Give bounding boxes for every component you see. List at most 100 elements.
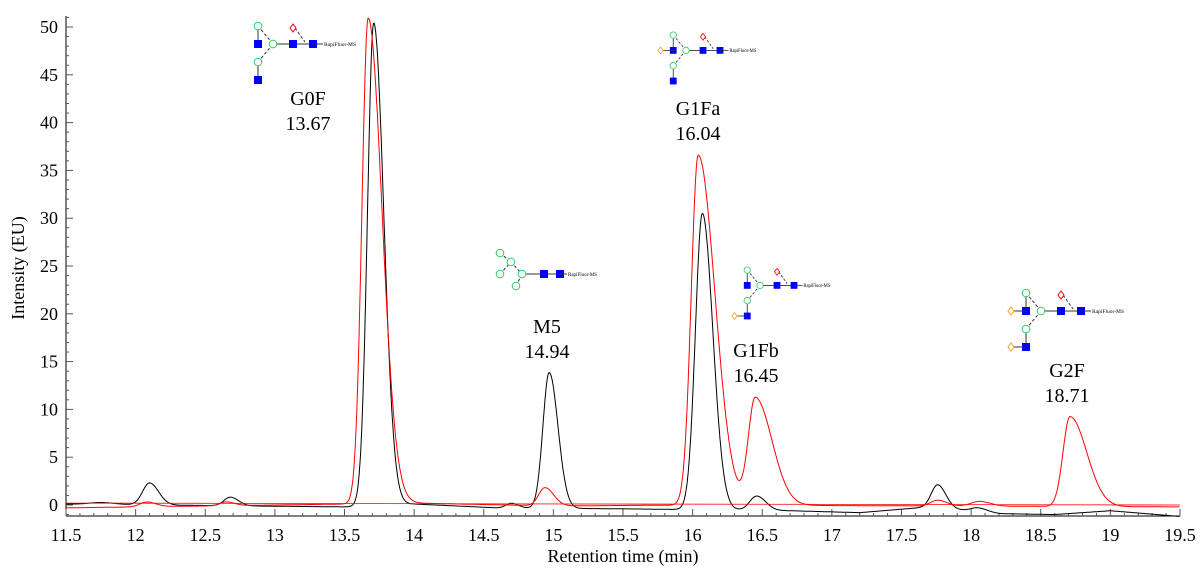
y-tick-label: 5 — [49, 447, 58, 467]
peak-name-label: M5 — [533, 316, 561, 338]
glycan-bond — [672, 50, 687, 66]
mannose-circle-icon — [669, 62, 677, 70]
y-axis-label: Intensity (EU) — [8, 216, 29, 319]
peak-rt-label: 18.71 — [1045, 385, 1090, 407]
glycan-structure-M5: RapiFluor-MS — [495, 248, 597, 291]
mannose-circle-icon — [1021, 288, 1031, 298]
fucose-diamond-icon — [289, 23, 297, 33]
glycan-label: RapiFluor-MS — [803, 284, 830, 289]
glcnac-square-icon — [254, 76, 262, 84]
glycan-bond — [1062, 294, 1074, 310]
glycan-label: RapiFluor-MS — [1092, 309, 1124, 315]
x-tick-label: 17 — [823, 525, 841, 545]
glcnac-square-icon — [289, 40, 297, 48]
peak-name-label: G1Fa — [676, 98, 721, 120]
axes: 11.5 12 12.5 13 13.5 14 14.5 15 15.5 16 16.5 17 17.5… — [40, 16, 1196, 545]
peak-name-label: G1Fb — [733, 340, 779, 362]
x-tick-label: 19 — [1101, 525, 1119, 545]
glcnac-square-icon — [540, 270, 548, 278]
x-tick-label: 15 — [544, 525, 562, 545]
mannose-circle-icon — [253, 21, 263, 31]
x-tick-label: 17.5 — [886, 525, 918, 545]
glycan-bond — [257, 25, 274, 45]
mannose-circle-icon — [517, 269, 527, 279]
peak-name-label: G0F — [290, 88, 326, 110]
peak-rt-label: 16.45 — [734, 365, 779, 387]
fucose-diamond-icon — [1057, 290, 1065, 300]
mannose-circle-icon — [253, 57, 263, 67]
x-tick-label: 16.5 — [747, 525, 779, 545]
x-tick-label: 18 — [962, 525, 980, 545]
y-tick-label: 40 — [40, 113, 58, 133]
x-tick-label: 14.5 — [468, 525, 500, 545]
mannose-circle-icon — [511, 281, 521, 291]
x-tick-label: 14 — [405, 525, 423, 545]
fucose-diamond-icon — [699, 32, 707, 41]
y-tick-label: 45 — [40, 65, 58, 85]
mannose-circle-icon — [268, 39, 278, 49]
glycan-bond — [1025, 292, 1042, 312]
mannose-circle-icon — [756, 281, 764, 290]
y-tick-label: 50 — [40, 17, 58, 37]
glycan-bond — [746, 285, 761, 301]
y-tick-label: 0 — [49, 495, 58, 515]
mannose-circle-icon — [1021, 324, 1031, 334]
glycan-structure-G0F: RapiFluor-MS — [253, 21, 356, 84]
x-tick-label: 16 — [684, 525, 702, 545]
glycan-label: RapiFluor-MS — [568, 273, 597, 278]
mannose-circle-icon — [506, 257, 516, 267]
y-tick-label: 10 — [40, 399, 58, 419]
x-axis-label: Retention time (min) — [548, 546, 699, 567]
mannose-circle-icon — [669, 31, 677, 39]
mannose-circle-icon — [743, 266, 751, 274]
glycan-bond — [778, 271, 788, 284]
peak-rt-label: 16.04 — [676, 123, 721, 145]
y-tick-label: 35 — [40, 160, 58, 180]
fucose-diamond-icon — [773, 267, 781, 276]
peak-rt-label: 13.67 — [286, 113, 331, 135]
galactose-diamond-icon — [1007, 342, 1015, 352]
glcnac-square-icon — [773, 282, 781, 289]
mannose-circle-icon — [743, 297, 751, 305]
glycan-structure-G2F: RapiFluor-MS — [1007, 288, 1124, 352]
glycan-bond — [294, 27, 306, 43]
glycan-structure-G1Fa: RapiFluor-MS — [657, 31, 757, 85]
glycan-bond — [257, 43, 274, 63]
y-tick-label: 20 — [40, 304, 58, 324]
galactose-diamond-icon — [731, 311, 738, 321]
glcnac-square-icon — [1057, 307, 1065, 315]
glycan-bond — [1025, 310, 1042, 330]
glcnac-square-icon — [699, 47, 707, 54]
glcnac-square-icon — [254, 40, 262, 48]
x-tick-label: 12.5 — [190, 525, 222, 545]
y-tick-label: 15 — [40, 352, 58, 372]
galactose-diamond-icon — [657, 46, 664, 55]
x-tick-label: 12 — [127, 525, 145, 545]
glcnac-square-icon — [669, 77, 677, 85]
glcnac-square-icon — [743, 282, 751, 289]
glycan-label: RapiFluor-MS — [729, 49, 756, 54]
traces — [65, 17, 1181, 517]
mannose-circle-icon — [1036, 306, 1046, 316]
glycan-bond — [672, 34, 687, 51]
glycan-bond — [704, 36, 714, 49]
peak-rt-label: 14.94 — [525, 341, 570, 363]
peak-name-label: G2F — [1049, 360, 1085, 382]
y-tick-label: 25 — [40, 256, 58, 276]
x-tick-label: 11.5 — [51, 525, 82, 545]
x-tick-label: 18.5 — [1025, 525, 1057, 545]
y-tick-label: 30 — [40, 208, 58, 228]
x-tick-label: 19.5 — [1164, 525, 1196, 545]
glycan-bond — [746, 269, 761, 286]
mannose-circle-icon — [495, 248, 505, 258]
mannose-circle-icon — [495, 269, 505, 279]
x-tick-label: 13 — [266, 525, 284, 545]
glycan-structure-G1Fb: RapiFluor-MS — [731, 266, 831, 321]
mannose-circle-icon — [682, 46, 690, 55]
glycan-label: RapiFluor-MS — [324, 42, 356, 48]
annotations: G0F 13.67 RapiFluor-MS M5 14.94 RapiFluor-MS G… — [253, 21, 1124, 407]
x-tick-label: 15.5 — [607, 525, 639, 545]
x-tick-label: 13.5 — [329, 525, 361, 545]
